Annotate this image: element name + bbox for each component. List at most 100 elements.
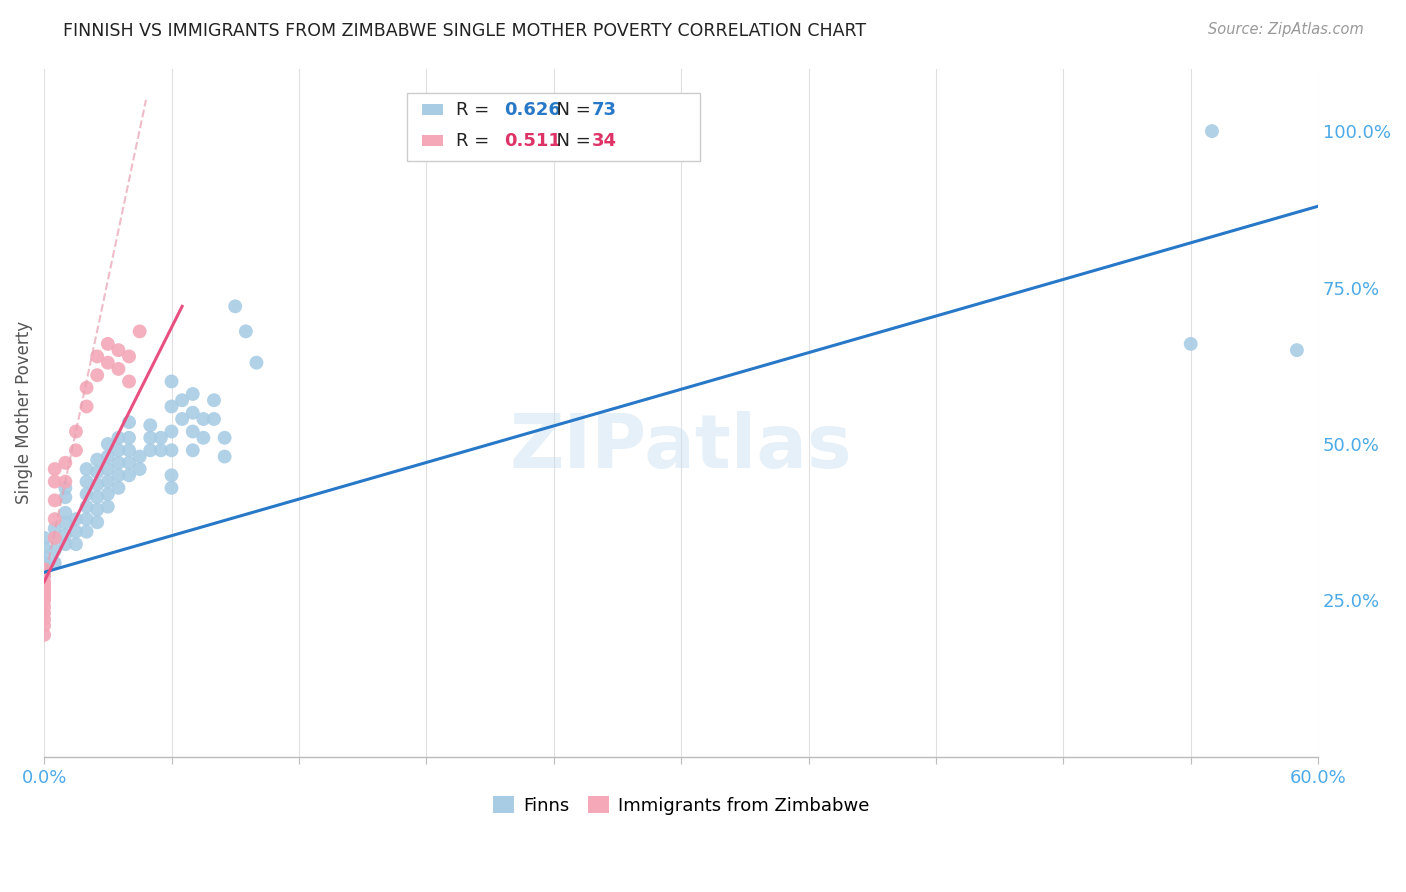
Point	[53, 481, 76, 495]
Point	[107, 456, 129, 470]
Point	[32, 599, 55, 614]
Point	[44, 556, 66, 570]
Point	[172, 393, 194, 408]
Point	[65, 524, 87, 539]
Point	[86, 515, 108, 529]
Point	[193, 431, 215, 445]
Point	[202, 412, 225, 426]
Point	[118, 468, 141, 483]
Point	[97, 500, 120, 514]
Point	[32, 618, 55, 632]
Point	[118, 456, 141, 470]
Point	[76, 512, 98, 526]
Point	[118, 443, 141, 458]
FancyBboxPatch shape	[408, 93, 700, 161]
Point	[76, 500, 98, 514]
Text: N =: N =	[544, 101, 596, 119]
Point	[97, 337, 120, 351]
FancyBboxPatch shape	[422, 136, 443, 146]
Point	[128, 324, 150, 338]
Point	[149, 443, 172, 458]
Point	[181, 406, 204, 420]
Point	[97, 475, 120, 489]
Text: N =: N =	[544, 132, 596, 150]
Text: 0.511: 0.511	[503, 132, 561, 150]
Y-axis label: Single Mother Poverty: Single Mother Poverty	[15, 321, 32, 504]
Point	[1201, 124, 1223, 138]
Point	[107, 481, 129, 495]
Point	[44, 475, 66, 489]
Point	[160, 425, 183, 439]
Point	[149, 431, 172, 445]
Point	[224, 299, 246, 313]
Point	[97, 356, 120, 370]
Text: 0.626: 0.626	[503, 101, 561, 119]
Point	[97, 487, 120, 501]
Point	[86, 502, 108, 516]
Point	[32, 581, 55, 595]
Point	[32, 612, 55, 626]
Point	[181, 387, 204, 401]
Point	[76, 381, 98, 395]
Text: FINNISH VS IMMIGRANTS FROM ZIMBABWE SINGLE MOTHER POVERTY CORRELATION CHART: FINNISH VS IMMIGRANTS FROM ZIMBABWE SING…	[63, 22, 866, 40]
Point	[1285, 343, 1308, 358]
Point	[118, 431, 141, 445]
Point	[53, 456, 76, 470]
Point	[86, 465, 108, 479]
Point	[32, 587, 55, 601]
Point	[76, 462, 98, 476]
Point	[235, 324, 257, 338]
Point	[160, 400, 183, 414]
Point	[172, 412, 194, 426]
Point	[53, 528, 76, 542]
Point	[97, 462, 120, 476]
Point	[76, 524, 98, 539]
Point	[118, 350, 141, 364]
Point	[76, 487, 98, 501]
Text: R =: R =	[456, 101, 495, 119]
Point	[160, 468, 183, 483]
Point	[128, 450, 150, 464]
Point	[32, 541, 55, 555]
Point	[32, 562, 55, 576]
Point	[32, 549, 55, 564]
Point	[32, 568, 55, 582]
Point	[107, 343, 129, 358]
Text: 73: 73	[592, 101, 617, 119]
Point	[86, 368, 108, 383]
Point	[160, 443, 183, 458]
Point	[160, 375, 183, 389]
Point	[53, 537, 76, 551]
Point	[32, 593, 55, 607]
Point	[65, 425, 87, 439]
Point	[86, 477, 108, 491]
Text: ZIPatlas: ZIPatlas	[510, 410, 852, 483]
Point	[193, 412, 215, 426]
Point	[32, 568, 55, 582]
Point	[44, 522, 66, 536]
Point	[86, 490, 108, 504]
Point	[32, 574, 55, 589]
Point	[32, 591, 55, 605]
Point	[32, 562, 55, 576]
Point	[32, 584, 55, 599]
Point	[44, 531, 66, 545]
Point	[139, 418, 162, 433]
Text: 34: 34	[592, 132, 617, 150]
Text: R =: R =	[456, 132, 501, 150]
Point	[118, 415, 141, 429]
Point	[107, 362, 129, 376]
Point	[44, 462, 66, 476]
Point	[245, 356, 267, 370]
Text: Source: ZipAtlas.com: Source: ZipAtlas.com	[1208, 22, 1364, 37]
Point	[139, 443, 162, 458]
Point	[107, 468, 129, 483]
Point	[76, 400, 98, 414]
Point	[44, 531, 66, 545]
Point	[65, 537, 87, 551]
Point	[76, 475, 98, 489]
Point	[107, 443, 129, 458]
Point	[214, 431, 236, 445]
Point	[107, 431, 129, 445]
Point	[97, 450, 120, 464]
